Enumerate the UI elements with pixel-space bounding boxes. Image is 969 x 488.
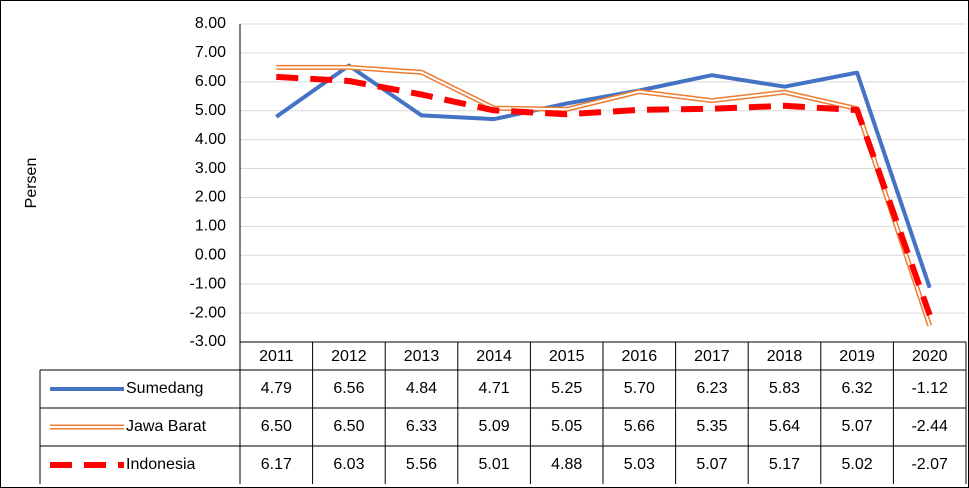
data-label: 5.02 (842, 456, 873, 473)
series-line-inner (276, 66, 931, 327)
y-tick-label: 3.00 (195, 160, 226, 177)
series-line (276, 73, 933, 317)
y-tick-label: -3.00 (190, 333, 227, 350)
x-tick-label: 2020 (912, 348, 948, 365)
legend-label: Sumedang (126, 380, 203, 397)
data-label: 5.56 (406, 456, 437, 473)
data-label: 6.17 (261, 456, 292, 473)
x-tick-label: 2014 (476, 348, 512, 365)
y-tick-label: 7.00 (195, 44, 226, 61)
data-label: 5.09 (479, 418, 510, 435)
x-tick-label: 2013 (404, 348, 440, 365)
x-tick-label: 2011 (259, 348, 294, 365)
x-tick-label: 2018 (767, 348, 803, 365)
y-tick-label: 0.00 (195, 246, 226, 263)
legend-label: Jawa Barat (126, 418, 207, 435)
y-tick-label: 6.00 (195, 73, 226, 90)
y-tick-label: 2.00 (195, 189, 226, 206)
data-label: 4.88 (551, 456, 582, 473)
data-label: 5.25 (551, 380, 582, 397)
data-label: 6.50 (333, 418, 364, 435)
data-label: 5.01 (479, 456, 510, 473)
data-label: 6.32 (842, 380, 873, 397)
x-tick-label: 2015 (549, 348, 585, 365)
data-label: 5.70 (624, 380, 655, 397)
x-tick-label: 2016 (622, 348, 658, 365)
data-label: -1.12 (911, 380, 948, 397)
x-tick-label: 2017 (694, 348, 730, 365)
data-label: -2.07 (911, 456, 948, 473)
data-label: 4.84 (406, 380, 437, 397)
data-label: 5.66 (624, 418, 655, 435)
data-label: 5.07 (842, 418, 873, 435)
y-tick-label: 8.00 (195, 15, 226, 32)
data-label: 4.71 (479, 380, 510, 397)
x-tick-label: 2012 (331, 348, 367, 365)
data-label: 6.56 (333, 380, 364, 397)
y-tick-label: 1.00 (195, 218, 226, 235)
data-label: 6.33 (406, 418, 437, 435)
y-tick-label: -1.00 (190, 275, 227, 292)
data-label: 6.50 (261, 418, 292, 435)
data-label: 5.64 (769, 418, 800, 435)
y-tick-label: 4.00 (195, 131, 226, 148)
y-tick-label: -2.00 (190, 304, 227, 321)
data-label: 4.79 (261, 380, 292, 397)
data-label: 6.23 (696, 380, 727, 397)
y-tick-label: 5.00 (195, 102, 226, 119)
data-label: 5.17 (769, 456, 800, 473)
data-label: 6.03 (333, 456, 364, 473)
legend-label: Indonesia (126, 456, 195, 473)
data-label: 5.83 (769, 380, 800, 397)
data-label: -2.44 (911, 418, 948, 435)
data-label: 5.03 (624, 456, 655, 473)
data-label: 5.07 (696, 456, 727, 473)
y-axis-label: Persen (23, 158, 40, 209)
x-tick-label: 2019 (839, 348, 875, 365)
data-label: 5.35 (696, 418, 727, 435)
data-label: 5.05 (551, 418, 582, 435)
